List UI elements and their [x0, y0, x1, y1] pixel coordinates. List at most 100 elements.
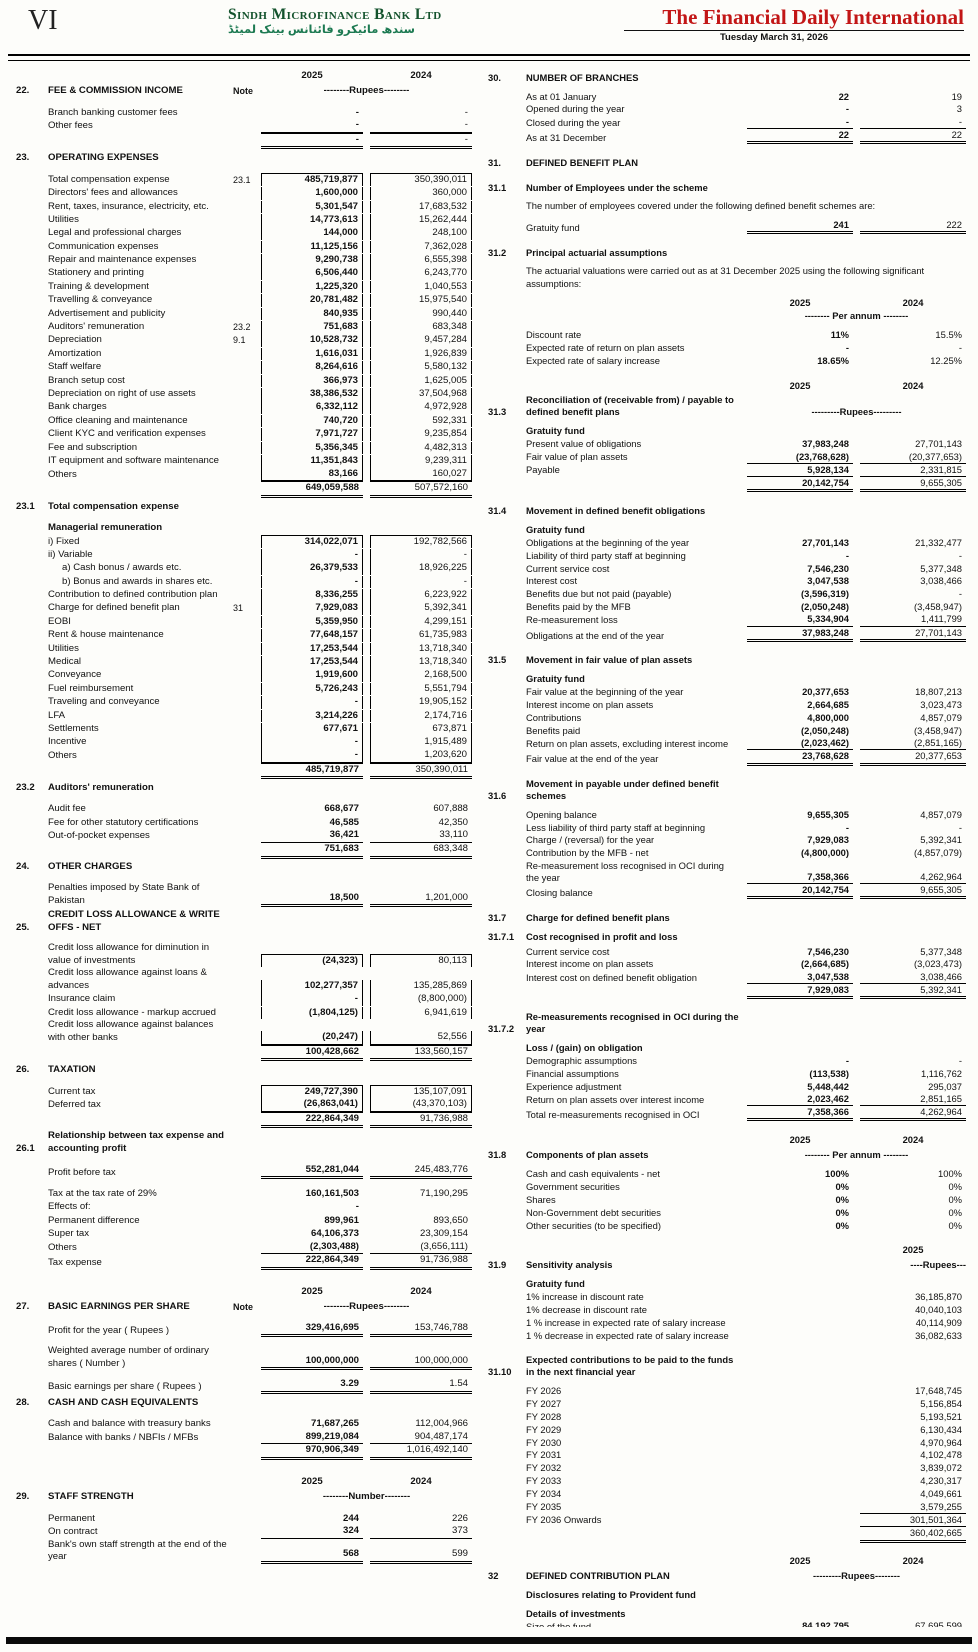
value-2024: 0% [948, 1180, 962, 1192]
value-2024: 100% [938, 1167, 962, 1179]
value-2024: (3,458,947) [914, 724, 962, 736]
data-row: Auditors' remuneration 23.2 751,683 683,348 [16, 320, 472, 334]
section-number: 23. [16, 152, 30, 164]
value-2025: 552,281,044 [261, 1164, 363, 1180]
value-2025: - [845, 821, 849, 833]
data-row: Expected rate of return on plan assets - - [488, 341, 966, 354]
value-2025: 9,655,305 [807, 808, 849, 820]
value-2025: 36,421 [261, 829, 363, 843]
value-2024: 42,350 [438, 816, 468, 828]
data-row: Depreciation 9.1 10,528,732 9,457,284 [16, 334, 472, 348]
data-row: FY 2029 6,130,434 [488, 1423, 966, 1436]
section-number: 31.10 [488, 1366, 512, 1378]
data-row: Expected rate of salary increase 18.65% 12… [488, 354, 966, 367]
row-label: Gratuity fund [526, 1278, 585, 1290]
value-2025: 5,334,904 [747, 613, 853, 627]
value-2025: 38,386,532 [261, 388, 363, 401]
row-label: Expected rate of salary increase [526, 354, 660, 366]
value-2024: 0% [948, 1193, 962, 1205]
value-2024: 15,975,540 [370, 294, 472, 307]
row-label: Legal and professional charges [48, 227, 182, 239]
section-number: 31.3 [488, 405, 507, 417]
row-label: EOBI [48, 615, 71, 627]
data-row: Gratuity fund 241 222 [488, 219, 966, 234]
value-2024: 350,390,011 [370, 172, 472, 187]
data-row: Contribution by the MFB - net (4,800,000)… [488, 847, 966, 860]
value-2024: 5,156,854 [920, 1397, 962, 1409]
row-label: FY 2029 [526, 1423, 562, 1435]
value-2024: 1.54 [370, 1378, 472, 1395]
value-2024: 5,377,348 [920, 945, 962, 957]
row-label: Return on plan assets, excluding interes… [526, 738, 729, 750]
row-label: Components of plan assets [526, 1149, 649, 1161]
value-2025: (2,664,685) [801, 958, 849, 970]
row-label: FY 2034 [526, 1488, 562, 1500]
data-row: 2025 2024 [488, 1555, 966, 1568]
row-label: Fee for other statutory certifications [48, 816, 199, 828]
value-2024: 360,000 [370, 187, 472, 200]
masthead: The Financial Daily International Tuesda… [624, 6, 964, 43]
value-2025: 3,047,538 [807, 575, 849, 587]
data-row: Out-of-pocket expenses 36,421 33,110 [16, 829, 472, 843]
value-2025: - [261, 736, 363, 749]
value-2025: 2025 [301, 1285, 323, 1297]
value-2025: 20,142,754 [747, 884, 853, 900]
section-title-row: 24. OTHER CHARGES [16, 861, 472, 874]
value-2025: 27,701,143 [802, 536, 849, 548]
value-2025: 7,971,727 [261, 428, 363, 441]
value-2025: 1,225,320 [261, 280, 363, 294]
data-row: Advertisement and publicity 840,935 990,44… [16, 307, 472, 321]
data-row: Effects of: - [16, 1201, 472, 1214]
value-2024: 2024 [902, 379, 924, 391]
row-label: Credit loss allowance against loans & ad… [48, 967, 207, 992]
section-number: 31.2 [488, 246, 507, 258]
row-label: 1% increase in discount rate [526, 1291, 644, 1303]
data-row: Interest cost 3,047,538 3,038,466 [488, 575, 966, 588]
data-row: Insurance claim - (8,800,000) [16, 993, 472, 1007]
data-row: Gratuity fund [488, 1277, 966, 1290]
data-row: Utilities 17,253,544 13,718,340 [16, 642, 472, 656]
data-row: Interest income on plan assets (2,664,685… [488, 958, 966, 971]
row-label: Obligations at the beginning of the year [526, 536, 690, 548]
row-label: Current tax [48, 1085, 96, 1097]
value-2025: 2025 [301, 69, 323, 81]
row-label: Reconciliation of (receivable from) / pa… [526, 393, 734, 417]
value-2025: 4,800,000 [807, 712, 849, 724]
data-row: -- [16, 132, 472, 150]
data-row: Financial assumptions (113,538) 1,116,762 [488, 1067, 966, 1080]
value-2025: 1,616,031 [261, 347, 363, 361]
value-2024: 2025 [902, 1244, 924, 1256]
data-row: Fee for other statutory certifications 46… [16, 816, 472, 829]
value-2024: 0% [948, 1206, 962, 1218]
row-label: Expected contributions to be paid to the… [526, 1353, 734, 1378]
value-2024: 36,082,633 [915, 1329, 962, 1341]
value-2024: 5,392,341 [370, 602, 472, 616]
value-2025: (2,050,248) [801, 601, 849, 613]
data-row: Gratuity fund [488, 523, 966, 536]
value-2024: 3,038,466 [860, 971, 966, 984]
row-label: Bank charges [48, 401, 107, 413]
value-2025: 84,192,795 [747, 1620, 853, 1627]
value-2025: 0% [835, 1193, 849, 1205]
row-label: Current service cost [526, 562, 610, 574]
note-reference: Note [233, 86, 253, 97]
value-2024: (2,851,165) [860, 737, 966, 751]
value-2025: (2,050,248) [801, 724, 849, 736]
value-2025: 22 [747, 129, 853, 145]
paragraph-row: The actuarial valuations were carried ou… [488, 265, 966, 291]
section-title-row: 31.7.2 Re-measurements recognised in OCI … [488, 1011, 966, 1035]
row-label: FY 2027 [526, 1397, 562, 1409]
value-2025: 2025 [789, 297, 811, 309]
value-2025: 160,161,503 [305, 1187, 359, 1199]
row-label: Return on plan assets over interest inco… [526, 1094, 705, 1106]
value-2025: 2,664,685 [807, 699, 849, 711]
data-row: Bank's own staff strength at the end of … [16, 1539, 472, 1564]
value-2025: 7,929,083 [747, 984, 853, 1000]
value-2024: - [370, 575, 472, 589]
row-label: FY 2033 [526, 1475, 562, 1487]
row-label: As at 01 January [526, 90, 597, 102]
row-label: Utilities [48, 642, 79, 654]
row-label: Amortization [48, 347, 102, 359]
value-2025: 2025 [789, 1555, 811, 1567]
section-number: 31. [488, 156, 502, 168]
